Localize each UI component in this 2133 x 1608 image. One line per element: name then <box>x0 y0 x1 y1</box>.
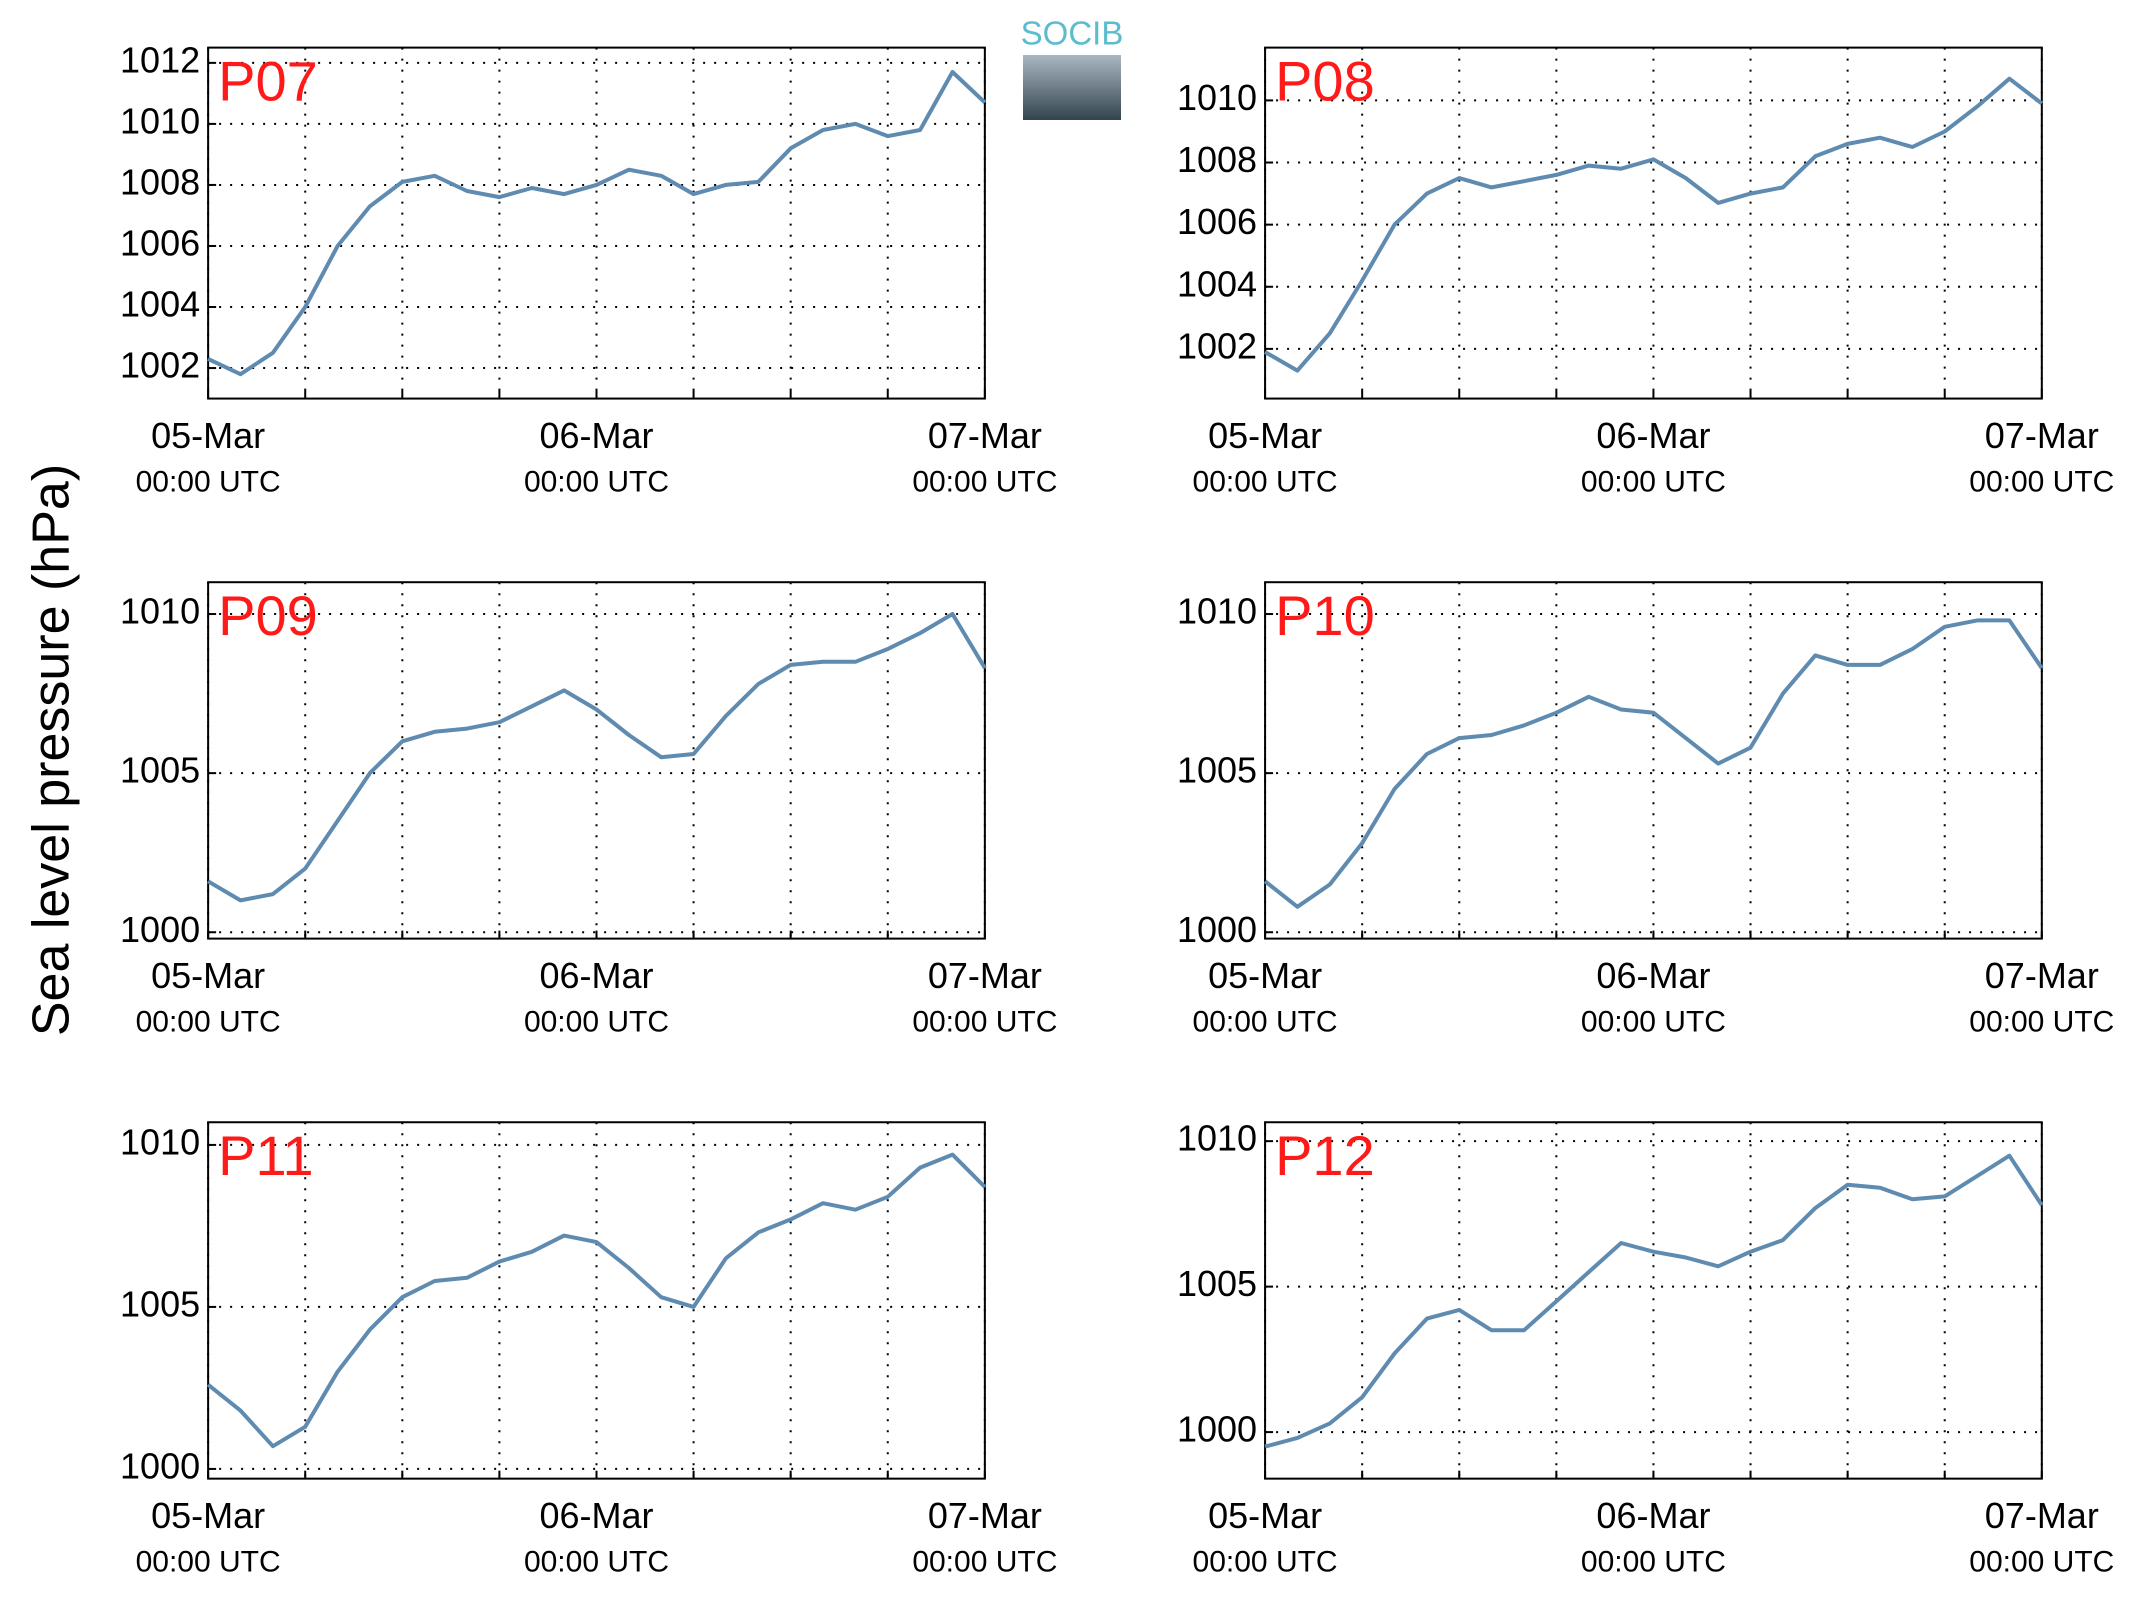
y-tick-label: 1010 <box>120 1121 200 1162</box>
y-tick-label: 1010 <box>1177 591 1257 632</box>
y-tick-label: 1005 <box>1177 1263 1257 1304</box>
x-tick-sublabel: 00:00 UTC <box>912 1546 1057 1579</box>
pressure-line <box>207 612 987 903</box>
x-tick-sublabel: 00:00 UTC <box>1969 465 2114 498</box>
x-tick-label: 07-Mar <box>1985 415 2099 456</box>
pressure-line <box>207 70 987 377</box>
y-tick-label: 1002 <box>120 345 200 386</box>
panel-title: P10 <box>1275 584 1375 647</box>
y-tick-label: 1010 <box>1177 1118 1257 1159</box>
y-tick-label: 1010 <box>120 591 200 632</box>
x-tick-label: 05-Mar <box>151 955 265 996</box>
y-tick-label: 1005 <box>120 1283 200 1324</box>
x-tick-label: 07-Mar <box>1985 1495 2099 1536</box>
y-tick-label: 1000 <box>1177 909 1257 950</box>
x-tick-sublabel: 00:00 UTC <box>524 1006 669 1039</box>
y-tick-label: 1004 <box>1177 263 1257 304</box>
x-tick-label: 06-Mar <box>539 955 653 996</box>
x-tick-sublabel: 00:00 UTC <box>1969 1006 2114 1039</box>
plot-frame <box>207 1121 986 1480</box>
panel-title: P09 <box>218 584 318 647</box>
x-tick-sublabel: 00:00 UTC <box>1193 1546 1338 1579</box>
y-tick-label: 1010 <box>1177 77 1257 118</box>
x-tick-sublabel: 00:00 UTC <box>136 1546 281 1579</box>
y-tick-label: 1005 <box>1177 750 1257 791</box>
y-tick-label: 1012 <box>120 39 200 80</box>
x-tick-label: 07-Mar <box>928 955 1042 996</box>
logo-box <box>1023 55 1121 120</box>
x-tick-label: 05-Mar <box>151 415 265 456</box>
x-tick-sublabel: 00:00 UTC <box>1581 1006 1726 1039</box>
y-tick-label: 1010 <box>120 100 200 141</box>
x-tick-label: 07-Mar <box>928 415 1042 456</box>
x-tick-sublabel: 00:00 UTC <box>524 465 669 498</box>
x-tick-sublabel: 00:00 UTC <box>1581 465 1726 498</box>
plot-frame <box>1264 1121 2043 1480</box>
x-tick-label: 06-Mar <box>539 415 653 456</box>
y-tick-label: 1008 <box>120 161 200 202</box>
x-tick-label: 05-Mar <box>1208 955 1322 996</box>
x-tick-sublabel: 00:00 UTC <box>1581 1546 1726 1579</box>
logo-text: SOCIB <box>1021 15 1124 52</box>
y-tick-label: 1006 <box>120 222 200 263</box>
y-tick-label: 1002 <box>1177 325 1257 366</box>
x-tick-label: 05-Mar <box>1208 1495 1322 1536</box>
plot-frame <box>1264 46 2043 400</box>
x-tick-label: 06-Mar <box>1596 1495 1710 1536</box>
panel-title: P07 <box>218 49 318 112</box>
x-tick-sublabel: 00:00 UTC <box>524 1546 669 1579</box>
pressure-line <box>1263 618 2044 909</box>
plot-frame <box>207 46 986 400</box>
pressure-line <box>1264 1153 2044 1449</box>
y-tick-label: 1005 <box>120 750 200 791</box>
y-tick-label: 1008 <box>1177 139 1257 180</box>
panel-title: P12 <box>1275 1124 1375 1187</box>
x-tick-label: 07-Mar <box>1985 955 2099 996</box>
x-tick-label: 06-Mar <box>539 1495 653 1536</box>
panel-title: P11 <box>218 1124 313 1187</box>
pressure-line <box>1264 76 2044 373</box>
y-tick-label: 1000 <box>1177 1409 1257 1450</box>
x-tick-sublabel: 00:00 UTC <box>136 465 281 498</box>
plot-frame <box>207 581 986 940</box>
y-tick-label: 1004 <box>120 284 200 325</box>
y-axis-label: Sea level pressure (hPa) <box>23 464 81 1036</box>
x-tick-label: 05-Mar <box>151 1495 265 1536</box>
x-tick-sublabel: 00:00 UTC <box>1193 465 1338 498</box>
x-tick-label: 07-Mar <box>928 1495 1042 1536</box>
logo: SOCIB <box>1021 15 1124 120</box>
x-tick-label: 06-Mar <box>1596 415 1710 456</box>
pressure-line <box>206 1152 987 1449</box>
y-tick-label: 1000 <box>120 1445 200 1486</box>
panel-title: P08 <box>1275 49 1375 112</box>
y-tick-label: 1000 <box>120 909 200 950</box>
x-tick-sublabel: 00:00 UTC <box>1193 1006 1338 1039</box>
x-tick-label: 06-Mar <box>1596 955 1710 996</box>
x-tick-sublabel: 00:00 UTC <box>136 1006 281 1039</box>
plot-frame <box>1264 581 2043 940</box>
x-tick-label: 05-Mar <box>1208 415 1322 456</box>
x-tick-sublabel: 00:00 UTC <box>912 1006 1057 1039</box>
x-tick-sublabel: 00:00 UTC <box>1969 1546 2114 1579</box>
y-tick-label: 1006 <box>1177 201 1257 242</box>
x-tick-sublabel: 00:00 UTC <box>912 465 1057 498</box>
